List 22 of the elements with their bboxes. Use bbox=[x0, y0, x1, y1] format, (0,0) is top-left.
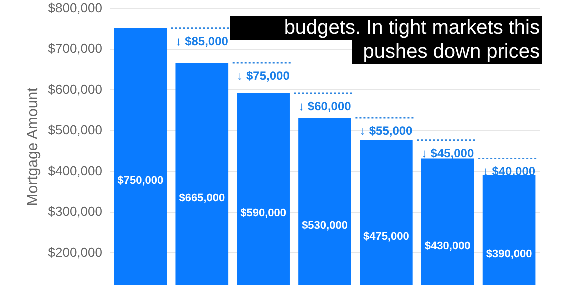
annotation: ↓ $85,000 bbox=[176, 34, 229, 48]
y-axis-title: Mortgage Amount bbox=[24, 86, 42, 206]
data-label: $390,000 bbox=[486, 248, 532, 260]
data-label: $590,000 bbox=[240, 208, 287, 220]
y-tick-label: $500,000 bbox=[48, 122, 102, 138]
y-tick-label: $300,000 bbox=[48, 204, 102, 220]
y-tick-label: $700,000 bbox=[48, 41, 102, 56]
data-label: $750,000 bbox=[118, 175, 164, 188]
data-label: $665,000 bbox=[179, 192, 226, 204]
data-label: $530,000 bbox=[302, 220, 348, 232]
y-tick-label: $600,000 bbox=[48, 82, 102, 97]
data-label: $430,000 bbox=[424, 240, 471, 252]
annotation: ↓ $75,000 bbox=[237, 68, 290, 83]
annotation: ↓ $40,000 bbox=[482, 164, 536, 179]
y-tick-label: $400,000 bbox=[48, 163, 102, 178]
data-label: $475,000 bbox=[363, 231, 410, 244]
y-tick-label: $800,000 bbox=[48, 0, 102, 16]
annotation: ↓ $60,000 bbox=[298, 100, 352, 114]
annotation: ↓ $55,000 bbox=[360, 124, 414, 138]
annotation: budgets. In tight markets this pushes down prices bbox=[284, 17, 540, 63]
y-tick-label: $200,000 bbox=[48, 244, 102, 260]
annotation: ↓ $45,000 bbox=[421, 146, 474, 160]
